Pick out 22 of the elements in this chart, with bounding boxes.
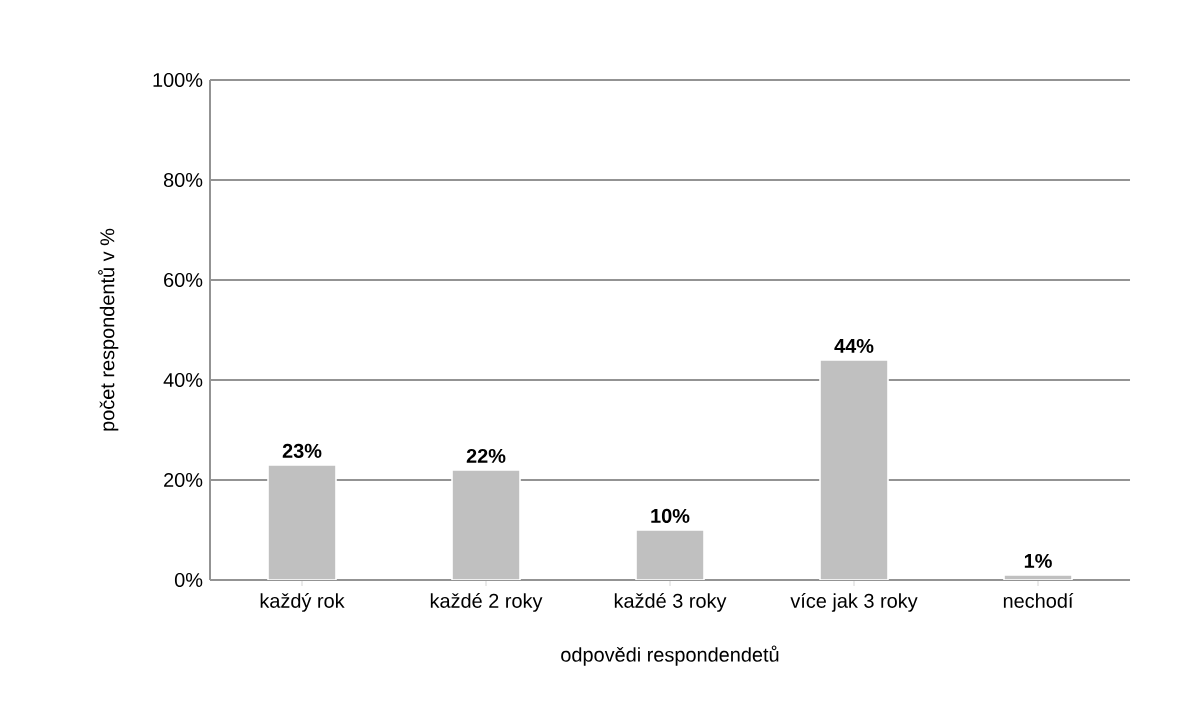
y-tick-label: 0% bbox=[174, 572, 203, 588]
x-tick-label: každý rok bbox=[260, 593, 345, 612]
data-label: 10% bbox=[651, 508, 690, 523]
y-tick-label: 40% bbox=[163, 372, 203, 388]
bar bbox=[819, 359, 889, 580]
data-label: 1% bbox=[1024, 553, 1052, 568]
data-label: 22% bbox=[466, 448, 506, 463]
y-tick-label: 100% bbox=[153, 72, 203, 88]
bar bbox=[635, 529, 705, 580]
y-tick-label: 20% bbox=[164, 472, 203, 488]
bar bbox=[451, 469, 521, 580]
data-label: 23% bbox=[282, 443, 322, 458]
y-tick-label: 80% bbox=[163, 172, 203, 188]
y-axis-title: počet respondentů v % bbox=[98, 228, 119, 431]
x-tick-label: každé 3 roky bbox=[614, 593, 727, 612]
x-tick-label: více jak 3 roky bbox=[790, 593, 918, 612]
x-tick-label: nechodí bbox=[1003, 593, 1074, 608]
data-label: 44% bbox=[834, 338, 874, 353]
x-tick-label: každé 2 roky bbox=[430, 593, 543, 612]
y-tick-label: 60% bbox=[164, 272, 203, 288]
x-axis-title: odpovědi respondendetů bbox=[561, 645, 779, 666]
bar bbox=[267, 464, 337, 580]
